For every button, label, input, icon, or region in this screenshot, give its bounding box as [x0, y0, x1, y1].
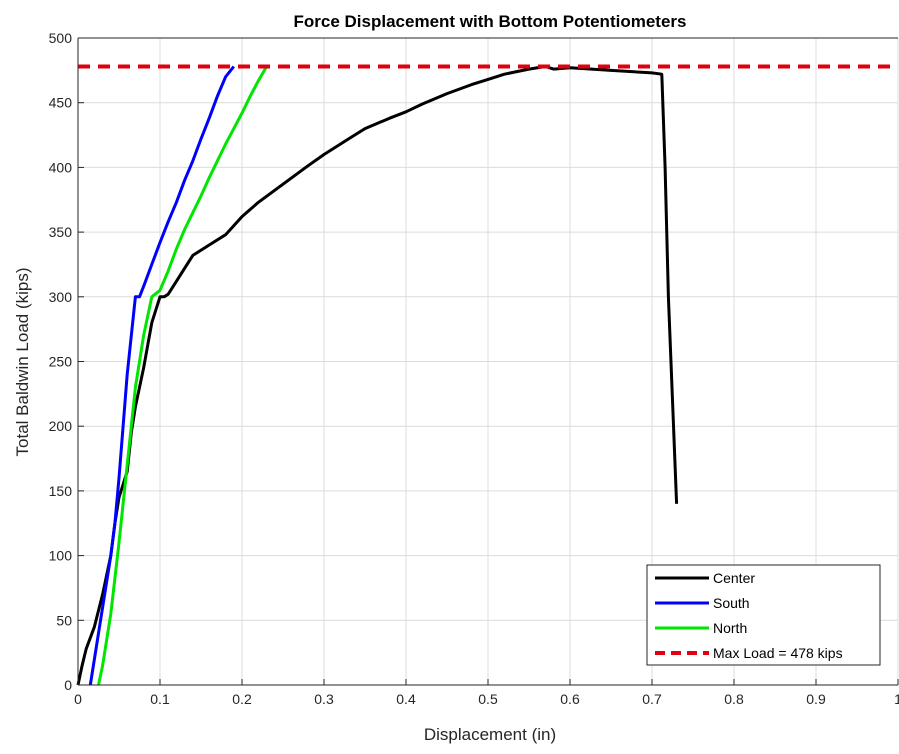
x-tick-label: 0.6 — [560, 691, 580, 707]
series-layer — [76, 64, 898, 686]
x-axis-label: Displacement (in) — [424, 725, 556, 744]
x-tick-label: 1 — [894, 691, 899, 707]
series-line-south — [88, 65, 235, 686]
y-tick-label: 200 — [49, 418, 73, 434]
x-tick-label: 0.1 — [150, 691, 170, 707]
chart-title: Force Displacement with Bottom Potentiom… — [294, 12, 687, 31]
tick-labels: 0 0.1 0.2 0.3 0.4 0.5 0.6 0.7 0.8 0.9 1 0 50 100 150 20… — [49, 30, 899, 707]
legend: Center South North Max Load = 478 kips — [646, 564, 881, 666]
x-tick-label: 0.9 — [806, 691, 826, 707]
legend-label: South — [713, 595, 750, 611]
y-tick-label: 450 — [49, 95, 73, 111]
y-tick-label: 400 — [49, 159, 73, 175]
y-tick-label: 0 — [64, 677, 72, 693]
y-tick-label: 500 — [49, 30, 73, 46]
y-tick-label: 150 — [49, 483, 73, 499]
x-tick-label: 0.7 — [642, 691, 662, 707]
x-tick-label: 0.8 — [724, 691, 744, 707]
legend-box — [646, 564, 881, 666]
x-tick-label: 0 — [74, 691, 82, 707]
legend-label: Max Load = 478 kips — [713, 645, 843, 661]
axes — [77, 37, 899, 686]
y-tick-label: 300 — [49, 289, 73, 305]
y-tick-label: 250 — [49, 354, 73, 370]
legend-label: North — [713, 620, 747, 636]
series-line-north — [97, 65, 268, 686]
y-axis-label: Total Baldwin Load (kips) — [13, 268, 32, 457]
x-tick-label: 0.2 — [232, 691, 252, 707]
x-tick-label: 0.3 — [314, 691, 334, 707]
legend-label: Center — [713, 570, 755, 586]
x-tick-label: 0.4 — [396, 691, 416, 707]
y-tick-label: 50 — [56, 612, 72, 628]
series-line-center — [76, 65, 679, 686]
y-tick-label: 100 — [49, 548, 73, 564]
y-tick-label: 350 — [49, 224, 73, 240]
x-tick-label: 0.5 — [478, 691, 498, 707]
